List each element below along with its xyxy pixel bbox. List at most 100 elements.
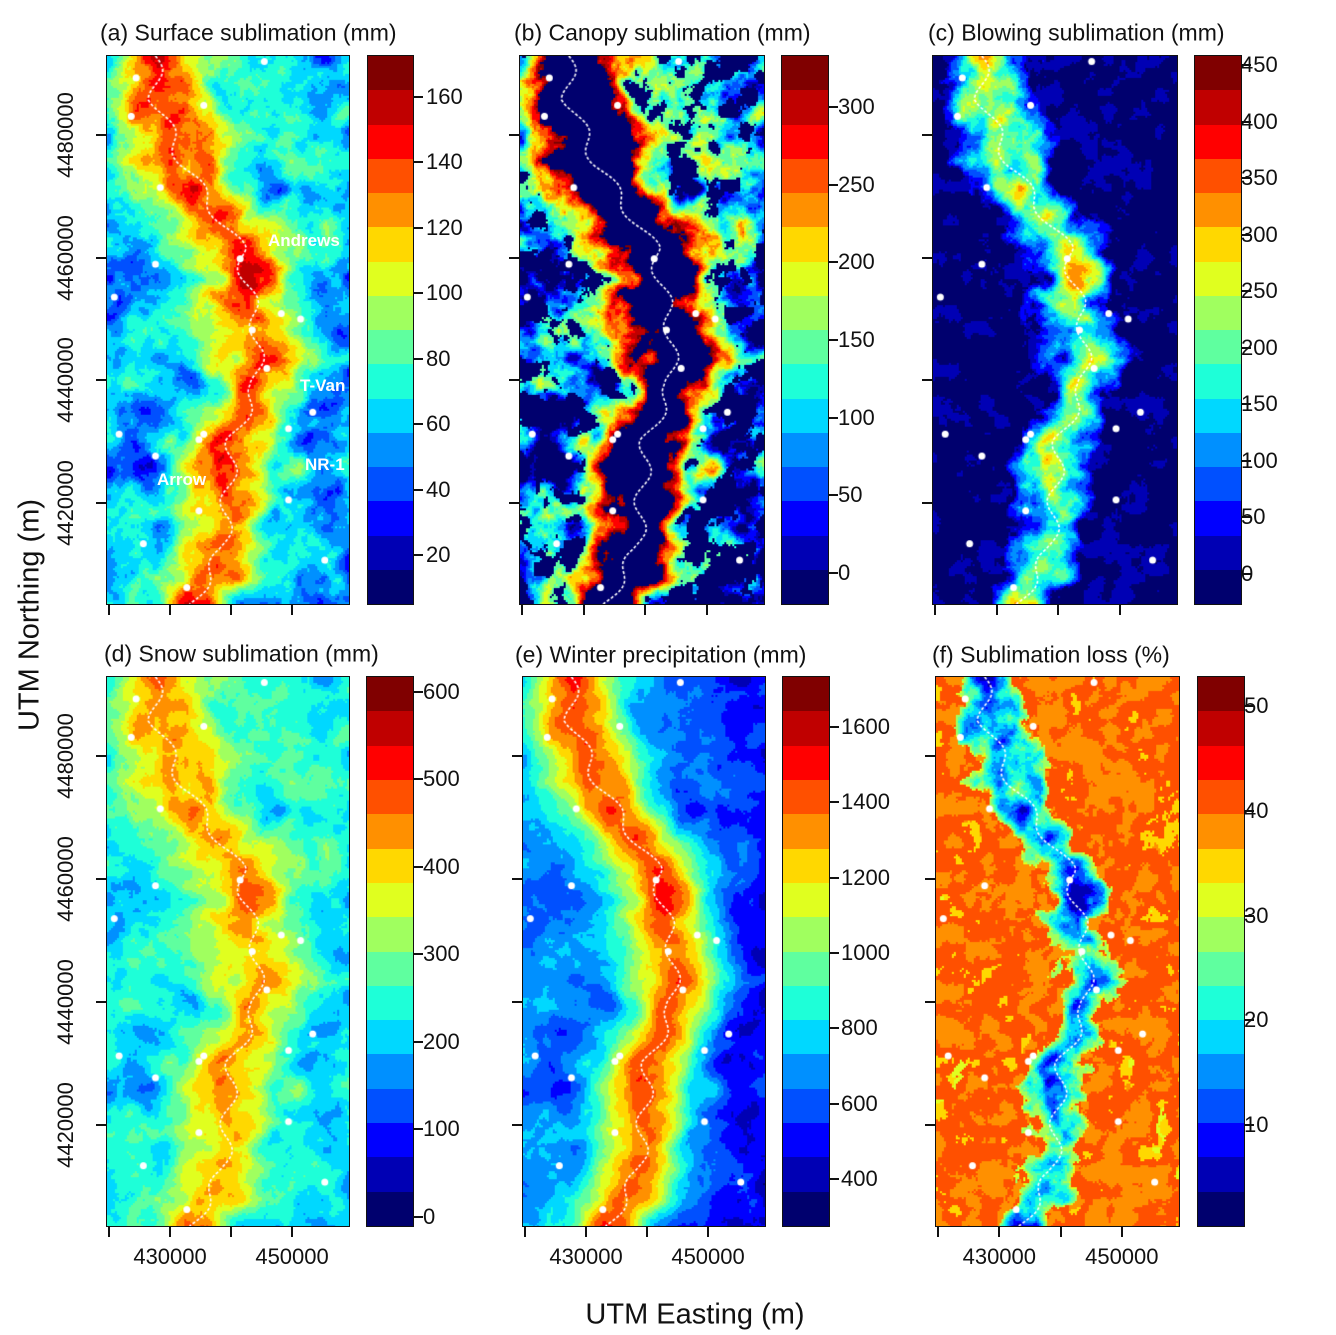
colorbar-tick bbox=[830, 1102, 839, 1105]
colorbar-tick-label: 1200 bbox=[841, 864, 890, 890]
colorbar-swatch bbox=[1195, 535, 1241, 570]
colorbar-swatch bbox=[1195, 90, 1241, 125]
colorbar-tick-label: 120 bbox=[426, 214, 463, 240]
colorbar-tick-label: 10 bbox=[1244, 1112, 1269, 1138]
raster-map bbox=[106, 676, 350, 1227]
colorbar-swatch bbox=[367, 951, 413, 986]
colorbar-swatch bbox=[783, 677, 829, 712]
colorbar-tick bbox=[830, 1177, 839, 1180]
colorbar-tick-label: 50 bbox=[838, 482, 863, 508]
x-tick bbox=[995, 605, 998, 615]
x-tick bbox=[524, 1227, 527, 1237]
colorbar-tick-label: 300 bbox=[1241, 221, 1278, 247]
panel-title: (a) Surface sublimation (mm) bbox=[100, 19, 397, 46]
panel-title: (e) Winter precipitation (mm) bbox=[515, 641, 807, 668]
colorbar bbox=[366, 676, 414, 1227]
colorbar-swatch bbox=[783, 1157, 829, 1192]
colorbar-swatch bbox=[782, 330, 828, 365]
colorbar-tick bbox=[1242, 233, 1251, 236]
y-tick-label: 4480000 bbox=[53, 713, 78, 799]
colorbar-tick bbox=[830, 951, 839, 954]
colorbar-swatch bbox=[368, 432, 413, 467]
colorbar-tick-label: 100 bbox=[838, 404, 875, 430]
colorbar-swatch bbox=[367, 1123, 413, 1158]
colorbar-swatch bbox=[1198, 745, 1244, 780]
panel-title: (c) Blowing sublimation (mm) bbox=[928, 19, 1225, 46]
colorbar-swatch bbox=[367, 1054, 413, 1089]
colorbar bbox=[1197, 676, 1245, 1227]
colorbar-tick-label: 200 bbox=[423, 1028, 460, 1054]
x-tick bbox=[998, 1227, 1001, 1237]
colorbar-tick bbox=[830, 801, 839, 804]
colorbar-tick bbox=[1242, 516, 1251, 519]
colorbar-tick bbox=[414, 778, 423, 781]
colorbar-swatch bbox=[1198, 1020, 1244, 1055]
colorbar-tick-label: 400 bbox=[1241, 108, 1278, 134]
x-tick bbox=[291, 1227, 294, 1237]
colorbar-swatch bbox=[783, 985, 829, 1021]
colorbar-tick bbox=[1242, 120, 1251, 123]
y-tick-label: 4460000 bbox=[53, 836, 78, 922]
site-annotation: Andrews bbox=[268, 231, 340, 250]
y-tick bbox=[922, 133, 932, 136]
colorbar-tick-label: 400 bbox=[841, 1165, 878, 1191]
colorbar-swatch bbox=[1198, 951, 1244, 986]
y-tick-label: 4420000 bbox=[53, 460, 78, 546]
colorbar-tick-label: 1000 bbox=[841, 939, 890, 965]
site-annotation: Arrow bbox=[157, 470, 207, 489]
colorbar-tick-label: 20 bbox=[1244, 1007, 1269, 1033]
colorbar-tick-label: 250 bbox=[1241, 278, 1278, 304]
y-tick bbox=[509, 256, 519, 259]
colorbar-swatch bbox=[367, 779, 413, 815]
colorbar-tick-label: 60 bbox=[426, 411, 451, 437]
colorbar-swatch bbox=[367, 917, 413, 952]
colorbar-tick-label: 300 bbox=[838, 94, 875, 120]
colorbar-swatch bbox=[367, 985, 413, 1021]
colorbar-tick bbox=[1242, 403, 1251, 406]
colorbar-swatch bbox=[1195, 193, 1241, 228]
colorbar-tick-label: 150 bbox=[1241, 391, 1278, 417]
colorbar-tick-label: 100 bbox=[1241, 447, 1278, 473]
x-tick-label: 430000 bbox=[549, 1244, 623, 1269]
raster-map bbox=[106, 55, 350, 605]
y-tick bbox=[96, 379, 106, 382]
colorbar-tick-label: 150 bbox=[838, 327, 875, 353]
x-tick bbox=[169, 1227, 172, 1237]
colorbar-swatch bbox=[367, 677, 413, 712]
colorbar-tick bbox=[1242, 177, 1251, 180]
x-tick bbox=[230, 1227, 233, 1237]
colorbar-tick-label: 800 bbox=[841, 1015, 878, 1041]
colorbar-tick bbox=[1245, 810, 1254, 813]
colorbar-tick bbox=[414, 865, 423, 868]
x-axis-title: UTM Easting (m) bbox=[585, 1298, 805, 1331]
y-tick bbox=[512, 877, 522, 880]
colorbar-tick bbox=[1245, 1124, 1254, 1127]
colorbar-swatch bbox=[783, 1191, 829, 1226]
raster-map bbox=[519, 55, 765, 605]
colorbar-swatch bbox=[783, 1020, 829, 1055]
colorbar-swatch bbox=[782, 90, 828, 125]
colorbar-swatch bbox=[368, 364, 413, 399]
colorbar-tick bbox=[414, 1216, 423, 1219]
x-tick bbox=[582, 605, 585, 615]
colorbar-tick-label: 20 bbox=[426, 541, 451, 567]
colorbar-tick bbox=[414, 95, 423, 98]
colorbar-tick-label: 600 bbox=[841, 1090, 878, 1116]
colorbar bbox=[367, 55, 414, 605]
y-axis-title: UTM Northing (m) bbox=[13, 498, 46, 732]
colorbar-tick bbox=[829, 494, 838, 497]
raster-map bbox=[932, 55, 1178, 605]
colorbar-tick-label: 1400 bbox=[841, 789, 890, 815]
colorbar-swatch bbox=[1195, 124, 1241, 159]
y-tick bbox=[509, 133, 519, 136]
colorbar-tick bbox=[1242, 290, 1251, 293]
y-tick bbox=[512, 1000, 522, 1003]
site-annotation: T-Van bbox=[300, 376, 346, 395]
colorbar-swatch bbox=[1198, 814, 1244, 849]
colorbar-swatch bbox=[782, 158, 828, 193]
colorbar-swatch bbox=[1195, 330, 1241, 365]
colorbar-swatch bbox=[782, 364, 828, 399]
x-tick-label: 450000 bbox=[1085, 1244, 1159, 1269]
colorbar-tick bbox=[1242, 63, 1251, 66]
colorbar-tick-label: 160 bbox=[426, 83, 463, 109]
